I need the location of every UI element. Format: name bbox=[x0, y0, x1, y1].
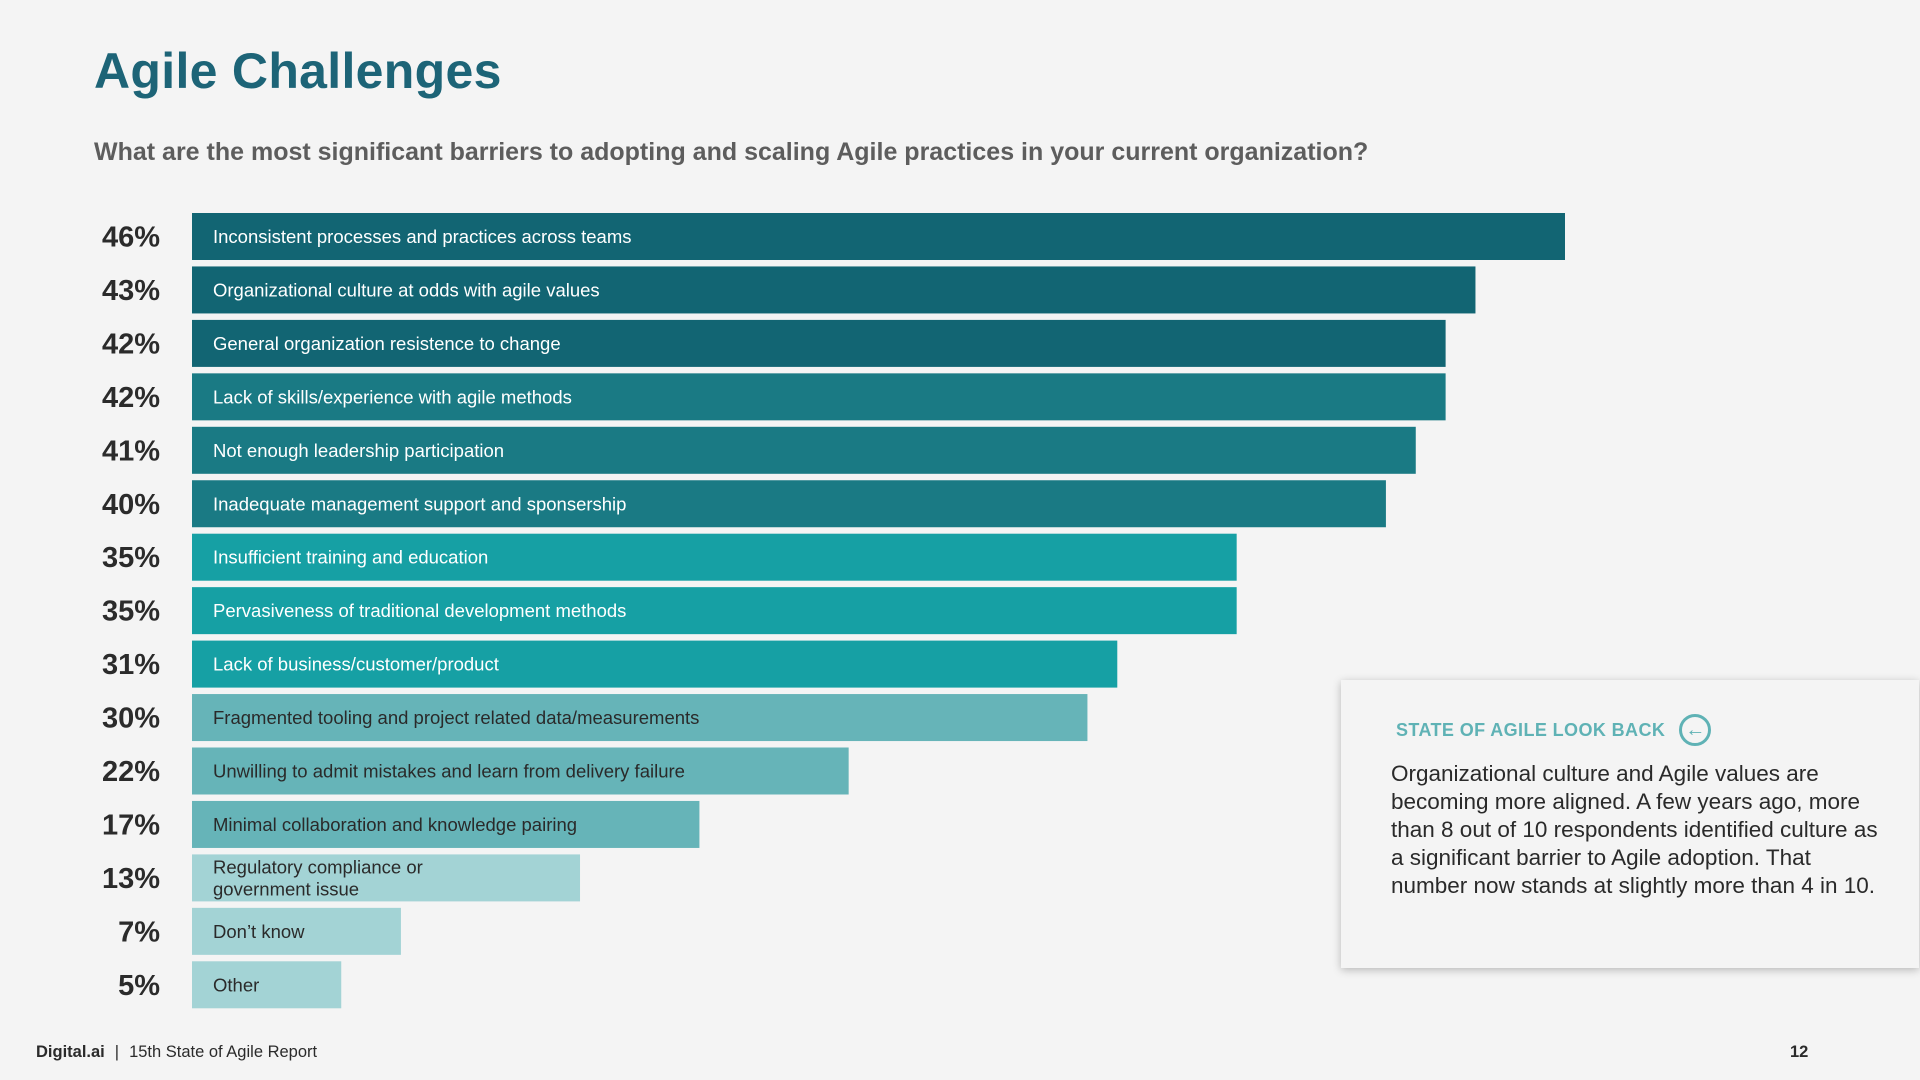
category-label: Lack of business/customer/product bbox=[213, 654, 499, 675]
category-label: Not enough leadership participation bbox=[213, 440, 504, 461]
value-label: 41% bbox=[102, 435, 160, 467]
value-label: 7% bbox=[118, 916, 160, 948]
category-label: Minimal collaboration and knowledge pair… bbox=[213, 814, 577, 835]
value-label: 5% bbox=[118, 970, 160, 1002]
bar bbox=[192, 213, 1565, 260]
bar bbox=[192, 587, 1237, 635]
bar bbox=[192, 907, 401, 955]
footer-brand: Digital.ai bbox=[36, 1043, 105, 1061]
category-label: Don’t know bbox=[213, 921, 305, 942]
category-label: Regulatory compliance or government issue bbox=[213, 856, 423, 899]
page-title: Agile Challenges bbox=[94, 43, 502, 99]
value-label: 30% bbox=[102, 703, 160, 735]
bar bbox=[192, 266, 1476, 314]
footer: Digital.ai | 15th State of Agile Report bbox=[36, 1043, 317, 1062]
value-label: 35% bbox=[102, 596, 160, 628]
bar bbox=[192, 854, 581, 902]
value-label: 46% bbox=[102, 222, 160, 254]
footer-report-name: 15th State of Agile Report bbox=[129, 1043, 318, 1061]
value-label: 40% bbox=[102, 489, 160, 521]
bar bbox=[192, 640, 1118, 688]
value-label: 22% bbox=[102, 756, 160, 788]
arrow-left-circle-icon[interactable]: ← bbox=[1679, 714, 1712, 746]
bar bbox=[192, 800, 700, 848]
bar bbox=[192, 480, 1386, 528]
callout-heading: STATE OF AGILE LOOK BACK bbox=[1396, 719, 1666, 740]
category-label: Organizational culture at odds with agil… bbox=[213, 279, 600, 300]
footer-separator: | bbox=[114, 1043, 120, 1061]
category-label: Lack of skills/experience with agile met… bbox=[213, 386, 572, 407]
value-label: 17% bbox=[102, 809, 160, 841]
category-label: Insufficient training and education bbox=[213, 547, 488, 568]
callout-body: Organizational culture and Agile values … bbox=[1391, 761, 1878, 898]
category-label: Pervasiveness of traditional development… bbox=[213, 600, 626, 621]
category-label: Other bbox=[213, 974, 259, 995]
category-label: Inadequate management support and sponse… bbox=[213, 493, 626, 514]
value-label: 31% bbox=[102, 649, 160, 681]
page-number: 12 bbox=[1790, 1043, 1809, 1061]
bar bbox=[192, 961, 342, 1009]
category-label: General organization resistence to chang… bbox=[213, 333, 561, 354]
bar bbox=[192, 747, 849, 795]
bar bbox=[192, 533, 1237, 581]
bar bbox=[192, 694, 1088, 742]
bar bbox=[192, 426, 1416, 474]
callout-heading-row: STATE OF AGILE LOOK BACK ← bbox=[1396, 714, 1879, 746]
category-label: Fragmented tooling and project related d… bbox=[213, 707, 699, 728]
category-label: Inconsistent processes and practices acr… bbox=[213, 226, 632, 247]
value-label: 42% bbox=[102, 328, 160, 360]
look-back-callout: STATE OF AGILE LOOK BACK ← Organizationa… bbox=[1341, 680, 1919, 968]
value-label: 35% bbox=[102, 542, 160, 574]
category-label: Unwilling to admit mistakes and learn fr… bbox=[213, 761, 685, 782]
chart-question: What are the most significant barriers t… bbox=[94, 138, 1369, 166]
value-label: 42% bbox=[102, 382, 160, 414]
value-label: 13% bbox=[102, 863, 160, 895]
bar bbox=[192, 373, 1446, 421]
value-label: 43% bbox=[102, 275, 160, 307]
bar bbox=[192, 319, 1446, 367]
